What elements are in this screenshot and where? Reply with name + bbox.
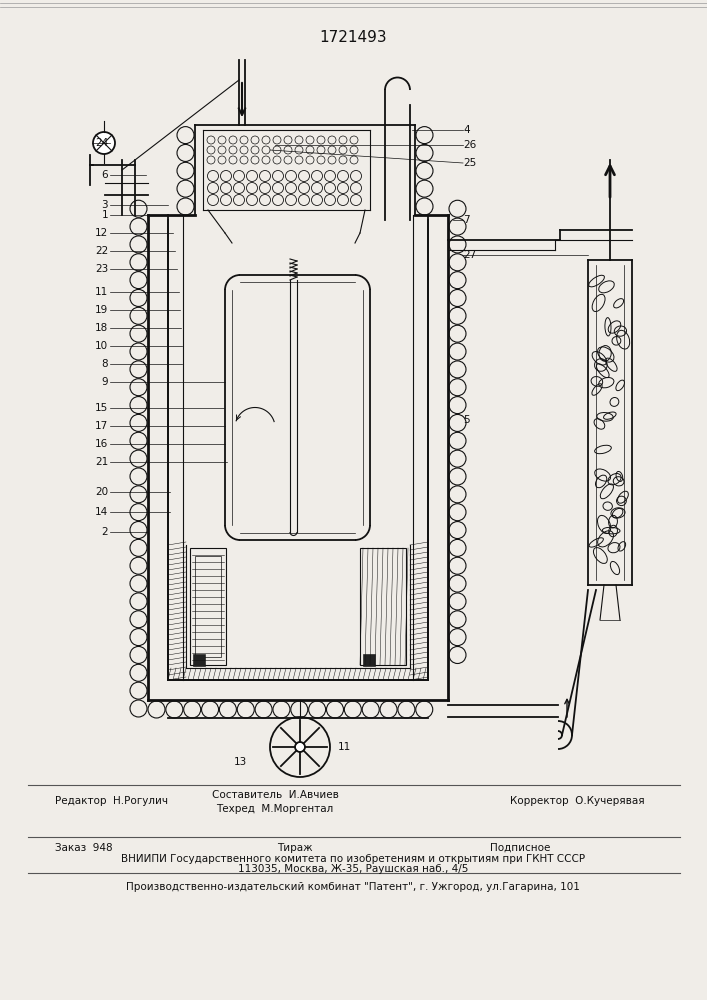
Circle shape <box>93 132 115 154</box>
Text: 26: 26 <box>463 140 477 150</box>
Text: 21: 21 <box>95 457 108 467</box>
Bar <box>193 654 205 666</box>
Text: Техред  М.Моргентал: Техред М.Моргентал <box>216 804 334 814</box>
Text: 18: 18 <box>95 323 108 333</box>
Text: 11: 11 <box>95 287 108 297</box>
Text: Корректор  О.Кучерявая: Корректор О.Кучерявая <box>510 796 645 806</box>
Text: 15: 15 <box>95 403 108 413</box>
Circle shape <box>295 742 305 752</box>
Text: 9: 9 <box>101 377 108 387</box>
Text: Заказ  948: Заказ 948 <box>55 843 112 853</box>
Bar <box>363 654 375 666</box>
Text: Тираж: Тираж <box>277 843 312 853</box>
Text: 24: 24 <box>95 138 108 148</box>
Text: 5: 5 <box>463 415 469 425</box>
Text: 7: 7 <box>463 215 469 225</box>
Bar <box>190 548 226 665</box>
Text: 14: 14 <box>95 507 108 517</box>
Text: 113035, Москва, Ж-35, Раушская наб., 4/5: 113035, Москва, Ж-35, Раушская наб., 4/5 <box>238 864 468 874</box>
Text: 8: 8 <box>101 359 108 369</box>
Text: 23: 23 <box>95 264 108 274</box>
Text: 6: 6 <box>101 170 108 180</box>
Text: Производственно-издательский комбинат "Патент", г. Ужгород, ул.Гагарина, 101: Производственно-издательский комбинат "П… <box>126 882 580 892</box>
Text: 25: 25 <box>463 158 477 168</box>
Text: 1: 1 <box>101 210 108 220</box>
Text: 20: 20 <box>95 487 108 497</box>
Text: Подписное: Подписное <box>490 843 550 853</box>
Bar <box>195 556 221 657</box>
Text: 2: 2 <box>101 527 108 537</box>
Text: 11: 11 <box>338 742 351 752</box>
Text: Составитель  И.Авчиев: Составитель И.Авчиев <box>211 790 339 800</box>
Text: 1721493: 1721493 <box>319 30 387 45</box>
Text: Редактор  Н.Рогулич: Редактор Н.Рогулич <box>55 796 168 806</box>
Bar <box>360 548 406 665</box>
Text: 4: 4 <box>463 125 469 135</box>
Text: 22: 22 <box>95 246 108 256</box>
Text: 13: 13 <box>233 757 247 767</box>
Text: ВНИИПИ Государственного комитета по изобретениям и открытиям при ГКНТ СССР: ВНИИПИ Государственного комитета по изоб… <box>121 854 585 864</box>
Text: 16: 16 <box>95 439 108 449</box>
Text: 10: 10 <box>95 341 108 351</box>
Text: 17: 17 <box>95 421 108 431</box>
Text: 19: 19 <box>95 305 108 315</box>
Text: 12: 12 <box>95 228 108 238</box>
Text: 3: 3 <box>101 200 108 210</box>
Text: 27: 27 <box>463 250 477 260</box>
